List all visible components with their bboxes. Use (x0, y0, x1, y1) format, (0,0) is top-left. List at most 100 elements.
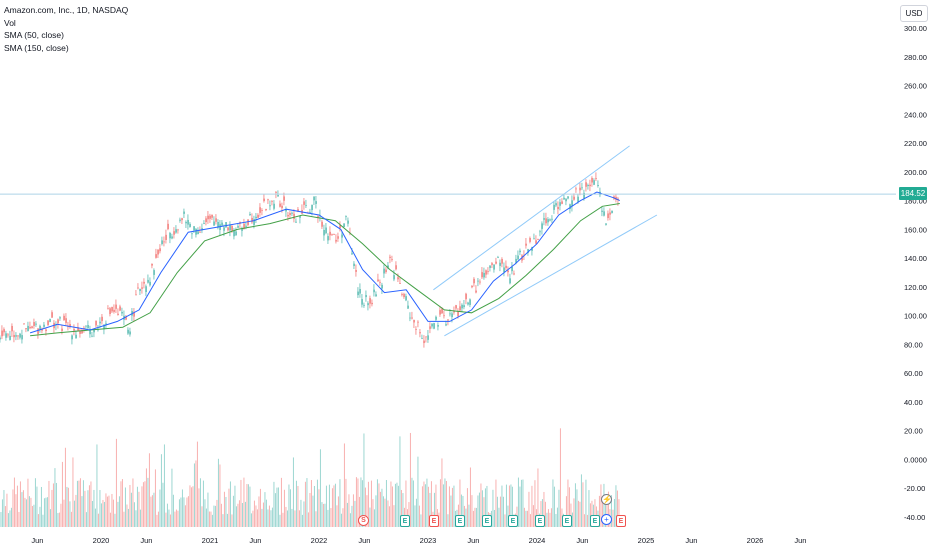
currency-button[interactable]: USD (900, 5, 928, 22)
candle-body (37, 328, 39, 335)
volume-bar (427, 486, 429, 527)
volume-bar (504, 514, 506, 527)
volume-bar (243, 477, 245, 527)
volume-bar (501, 485, 503, 527)
candle-body (405, 296, 407, 301)
volume-bar (157, 511, 159, 527)
candle-body (415, 329, 417, 330)
candle-body (91, 335, 93, 337)
volume-bar (502, 496, 504, 527)
volume-bar (247, 484, 249, 527)
candle-body (375, 294, 377, 297)
volume-bar (301, 514, 303, 527)
volume-bar (166, 503, 168, 527)
volume-bar (66, 486, 68, 527)
legend-volume[interactable]: Vol (4, 17, 16, 28)
legend-symbol[interactable]: Amazon.com, Inc., 1D, NASDAQ (4, 5, 129, 15)
earnings-marker-upcoming[interactable]: E (616, 515, 626, 527)
candle-body (603, 211, 605, 216)
volume-bar (286, 510, 288, 527)
volume-bar (192, 486, 194, 527)
volume-bar (558, 489, 560, 527)
candle-body (0, 337, 1, 340)
candle-body (495, 261, 497, 264)
volume-bar (435, 484, 437, 527)
candle-body (443, 315, 445, 317)
volume-bar (358, 496, 360, 527)
volume-bar (255, 505, 257, 527)
candle-body (475, 290, 477, 293)
volume-bar (271, 507, 273, 527)
candle-body (325, 227, 327, 234)
candle-body (471, 285, 473, 288)
volume-bar (492, 489, 494, 527)
candle-body (397, 277, 399, 280)
earnings-marker[interactable]: E (429, 515, 439, 527)
volume-bar (394, 483, 396, 527)
volume-bar (220, 503, 222, 527)
volume-bar (145, 468, 147, 527)
earnings-marker[interactable]: E (482, 515, 492, 527)
volume-bar (261, 508, 263, 527)
price-axis-label: 300.00 (904, 24, 927, 33)
volume-bar (352, 494, 354, 527)
volume-bar (543, 491, 545, 527)
volume-bar (583, 514, 585, 527)
volume-bar (54, 468, 56, 527)
candle-body (451, 313, 453, 318)
volume-bar (219, 464, 221, 527)
candle-body (489, 265, 491, 268)
candle-body (249, 213, 251, 216)
candle-body (41, 329, 43, 331)
channel-lower-line (444, 214, 658, 337)
lightning-icon[interactable]: ⚡ (601, 494, 612, 505)
volume-bar (312, 495, 314, 527)
volume-bar (378, 483, 380, 527)
candle-body (499, 262, 501, 266)
candle-body (33, 322, 35, 326)
candle-body (27, 325, 29, 331)
earnings-marker[interactable]: E (562, 515, 572, 527)
volume-bar (229, 481, 231, 527)
volume-bar (391, 486, 393, 527)
legend-sma150[interactable]: SMA (150, close) (4, 42, 69, 53)
candle-body (421, 338, 423, 340)
volume-bar (165, 512, 167, 527)
time-axis-label: Jun (685, 536, 697, 545)
price-axis-label: 240.00 (904, 110, 927, 119)
candle-body (205, 218, 207, 223)
candle-body (187, 219, 189, 225)
earnings-marker[interactable]: E (508, 515, 518, 527)
volume-bar (534, 480, 536, 527)
earnings-marker[interactable]: E (455, 515, 465, 527)
volume-bar (337, 496, 339, 527)
candle-body (71, 335, 73, 340)
legend-sma50[interactable]: SMA (50, close) (4, 30, 64, 40)
candle-body (109, 308, 111, 315)
candle-body (341, 234, 343, 238)
earnings-marker[interactable]: E (400, 515, 410, 527)
earnings-marker[interactable]: E (535, 515, 545, 527)
candle-body (199, 231, 201, 233)
earnings-marker[interactable]: E (590, 515, 600, 527)
candle-body (133, 311, 135, 317)
dividend-marker[interactable]: S (358, 515, 369, 526)
volume-bar (399, 436, 401, 527)
candle-body (271, 200, 273, 202)
volume-bar (24, 497, 26, 527)
volume-bar (343, 443, 345, 527)
candle-body (61, 328, 63, 331)
volume-bar (547, 509, 549, 527)
candle-body (75, 334, 77, 339)
candle-body (491, 263, 493, 265)
volume-bar (544, 501, 546, 527)
volume-bar (189, 485, 191, 527)
volume-bar (100, 503, 102, 527)
plus-icon[interactable]: + (601, 514, 612, 525)
volume-bar (7, 513, 9, 527)
volume-bar (450, 495, 452, 527)
candle-body (265, 208, 267, 211)
candle-body (447, 319, 449, 321)
